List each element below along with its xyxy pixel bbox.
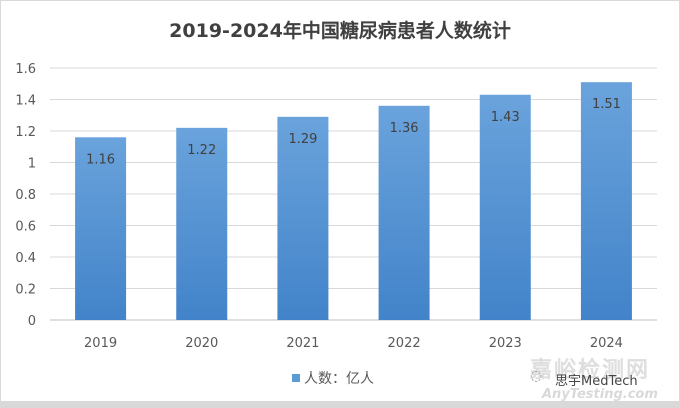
- data-label: 1.16: [86, 152, 115, 167]
- data-label: 1.22: [187, 143, 216, 158]
- bar: [378, 105, 430, 320]
- bar: [75, 137, 127, 320]
- watermark-site: 嘉峪检测网: [530, 358, 651, 383]
- data-label: 1.43: [491, 110, 520, 125]
- data-label: 1.36: [390, 121, 419, 136]
- y-tick-label: 1: [28, 157, 36, 172]
- watermark-url: AnyTesting.com: [542, 387, 658, 402]
- x-tick-label: 2019: [84, 336, 117, 351]
- x-tick-label: 2024: [590, 336, 623, 351]
- y-tick-label: 0.4: [15, 251, 36, 266]
- bar: [580, 82, 632, 320]
- y-tick-label: 1.2: [15, 125, 36, 140]
- bar: [479, 94, 531, 321]
- y-tick-label: 0.6: [15, 220, 36, 235]
- bar: [176, 127, 228, 320]
- x-tick-label: 2021: [286, 336, 319, 351]
- data-label: 1.29: [288, 132, 317, 147]
- bar: [277, 116, 329, 320]
- wechat-icon: ◌: [530, 368, 543, 384]
- chart-title: 2019-2024年中国糖尿病患者人数统计: [169, 20, 511, 42]
- x-tick-label: 2023: [489, 336, 522, 351]
- legend-label: 人数：亿人: [304, 371, 374, 387]
- watermark-account: 思宇MedTech: [555, 374, 638, 389]
- y-tick-label: 0.2: [15, 283, 36, 298]
- data-label: 1.51: [592, 97, 621, 112]
- y-tick-label: 1.6: [15, 62, 36, 77]
- legend-swatch: [292, 374, 300, 382]
- y-tick-label: 0.8: [15, 188, 36, 203]
- y-tick-label: 0: [28, 314, 36, 329]
- y-tick-label: 1.4: [15, 94, 36, 109]
- x-tick-label: 2022: [388, 336, 421, 351]
- legend: 人数：亿人: [292, 368, 374, 388]
- x-tick-label: 2020: [185, 336, 218, 351]
